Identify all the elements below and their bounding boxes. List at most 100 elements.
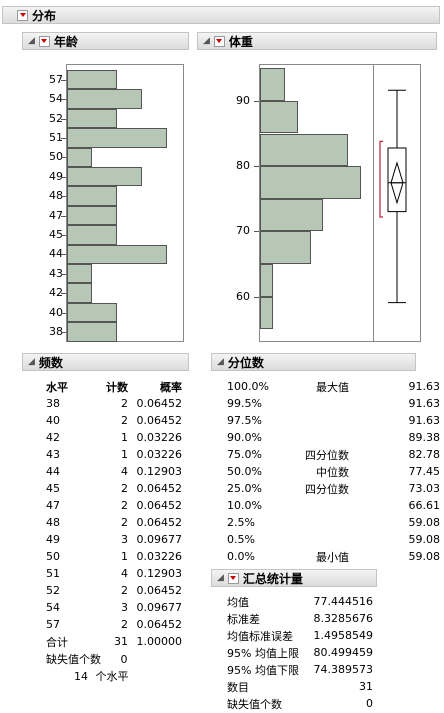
age-bar[interactable] xyxy=(67,167,142,187)
summary-label: 95% 均值上限 xyxy=(227,646,299,660)
prob-cell: 0.09677 xyxy=(136,533,183,546)
count-cell: 1 xyxy=(121,550,128,563)
age-tick-label: 44 xyxy=(49,247,63,261)
age-tick-mark xyxy=(61,118,66,120)
quantile-name: 中位数 xyxy=(316,465,349,479)
quantile-pct: 0.5% xyxy=(227,533,255,546)
table-row: 44 4 0.12903 xyxy=(46,463,182,480)
weight-bar[interactable] xyxy=(260,264,273,297)
summary-label: 缺失值个数 xyxy=(227,697,282,711)
plot-divider xyxy=(373,65,374,341)
age-bar[interactable] xyxy=(67,264,92,284)
missing-row: 缺失值个数 0 xyxy=(46,650,182,667)
table-row: 47 2 0.06452 xyxy=(46,497,182,514)
prob-cell: 0.06452 xyxy=(136,584,183,597)
distribution-header[interactable]: 分布 xyxy=(2,6,440,24)
quantile-name: 四分位数 xyxy=(305,482,349,496)
weight-tick-label: 80 xyxy=(236,159,250,173)
weight-bar[interactable] xyxy=(260,198,324,232)
age-tick-mark xyxy=(61,215,66,217)
collapse-triangle-icon[interactable]: ◢ xyxy=(217,573,224,583)
weight-bar[interactable] xyxy=(260,296,273,330)
levels-count: 14 xyxy=(74,669,88,683)
table-row: 57 2 0.06452 xyxy=(46,616,182,633)
age-tick-label: 48 xyxy=(49,189,63,203)
age-histogram[interactable] xyxy=(66,64,184,342)
age-tick-mark xyxy=(61,79,66,81)
weight-histogram[interactable] xyxy=(259,64,421,342)
weight-tick-mark xyxy=(254,231,259,233)
table-row: 0.0% 最小值 59.08 xyxy=(227,548,440,565)
level-cell: 49 xyxy=(46,533,60,546)
age-tick-mark xyxy=(61,176,66,178)
weight-title: 体重 xyxy=(228,34,253,49)
age-bar[interactable] xyxy=(67,322,117,342)
frequencies-header[interactable]: ◢ 频数 xyxy=(22,353,189,371)
quantile-pct: 99.5% xyxy=(227,397,262,410)
col-prob: 概率 xyxy=(160,380,182,394)
collapse-triangle-icon[interactable]: ◢ xyxy=(217,357,224,367)
age-bar[interactable] xyxy=(67,147,92,167)
age-bar[interactable] xyxy=(67,70,117,90)
levels-label: 个水平 xyxy=(95,669,129,683)
table-row: 45 2 0.06452 xyxy=(46,480,182,497)
age-bar[interactable] xyxy=(67,244,167,264)
weight-bar[interactable] xyxy=(260,133,349,167)
age-title: 年龄 xyxy=(53,34,78,49)
age-header[interactable]: ◢ 年龄 xyxy=(22,32,189,50)
prob-cell: 0.12903 xyxy=(136,567,183,580)
quantile-pct: 10.0% xyxy=(227,499,262,512)
collapse-triangle-icon[interactable]: ◢ xyxy=(28,36,35,46)
weight-box-plot[interactable] xyxy=(374,65,420,341)
age-bar[interactable] xyxy=(67,225,117,245)
distribution-title: 分布 xyxy=(32,8,57,23)
frequencies-table: 水平 计数 概率 38 2 0.06452 40 2 0.06452 42 1 0.03226 4… xyxy=(46,378,182,684)
weight-bar[interactable] xyxy=(260,68,286,101)
level-cell: 44 xyxy=(46,465,60,478)
age-bar[interactable] xyxy=(67,205,117,226)
age-bar[interactable] xyxy=(67,302,117,323)
red-triangle-menu-icon[interactable] xyxy=(213,35,225,47)
weight-header[interactable]: ◢ 体重 xyxy=(197,32,437,50)
count-cell: 4 xyxy=(121,465,128,478)
table-row: 均值标准误差 1.4958549 xyxy=(227,627,373,644)
age-bar[interactable] xyxy=(67,108,117,129)
quantile-name xyxy=(275,395,349,412)
summary-header[interactable]: ◢ 汇总统计量 xyxy=(211,569,377,587)
table-row: 50.0% 中位数 77.45 xyxy=(227,463,440,480)
collapse-triangle-icon[interactable]: ◢ xyxy=(28,357,35,367)
table-row: 97.5% 91.63 xyxy=(227,412,440,429)
collapse-triangle-icon[interactable]: ◢ xyxy=(203,36,210,46)
level-cell: 54 xyxy=(46,601,60,614)
quantile-value: 82.78 xyxy=(408,448,441,461)
level-cell: 43 xyxy=(46,448,60,461)
age-tick-label: 49 xyxy=(49,169,63,183)
age-tick-mark xyxy=(61,312,66,314)
age-bar[interactable] xyxy=(67,186,117,206)
age-tick-mark xyxy=(61,254,66,256)
age-tick-label: 47 xyxy=(49,208,63,222)
table-row: 10.0% 66.61 xyxy=(227,497,440,514)
count-cell: 2 xyxy=(121,618,128,631)
red-triangle-menu-icon[interactable] xyxy=(17,9,28,21)
quantiles-header[interactable]: ◢ 分位数 xyxy=(211,353,416,371)
level-cell: 50 xyxy=(46,550,60,563)
age-tick-mark xyxy=(61,273,66,275)
weight-tick-mark xyxy=(254,100,259,102)
weight-bar[interactable] xyxy=(260,100,298,134)
quantile-pct: 25.0% xyxy=(227,482,262,495)
weight-bar[interactable] xyxy=(260,231,311,264)
summary-value: 74.389573 xyxy=(313,663,374,676)
weight-bar[interactable] xyxy=(260,166,361,199)
age-tick-label: 54 xyxy=(49,92,63,106)
red-triangle-menu-icon[interactable] xyxy=(227,572,239,584)
count-cell: 1 xyxy=(121,431,128,444)
age-bar[interactable] xyxy=(67,128,167,148)
red-triangle-menu-icon[interactable] xyxy=(38,35,50,47)
count-cell: 1 xyxy=(121,448,128,461)
summary-label: 均值 xyxy=(227,595,249,609)
level-cell: 52 xyxy=(46,584,60,597)
quantiles-table: 100.0% 最大值 91.63 99.5% 91.63 97.5% 91.63 90.0% 8… xyxy=(227,378,440,565)
age-bar[interactable] xyxy=(67,283,92,303)
age-bar[interactable] xyxy=(67,89,142,109)
